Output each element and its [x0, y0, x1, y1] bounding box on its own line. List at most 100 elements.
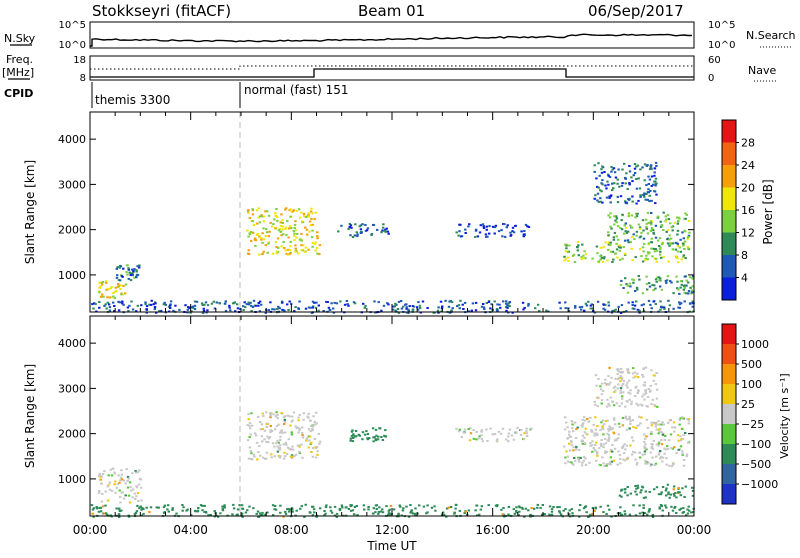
echo-pixel [303, 250, 307, 253]
echo-pixel [666, 214, 670, 217]
echo-pixel [506, 306, 509, 309]
echo-pixel [276, 308, 279, 310]
echo-pixel [104, 512, 108, 515]
echo-pixel [679, 439, 683, 442]
colorbar-tick-label: 16 [741, 204, 755, 217]
echo-pixel [654, 405, 657, 408]
echo-pixel [493, 433, 497, 435]
echo-pixel [634, 256, 637, 259]
echo-pixel [664, 448, 667, 451]
echo-pixel [145, 311, 148, 314]
echo-pixel [659, 308, 662, 311]
echo-pixel [635, 178, 638, 180]
echo-pixel [118, 266, 121, 269]
echo-pixel [475, 228, 478, 231]
echo-pixel [101, 283, 104, 286]
echo-pixel [286, 414, 289, 417]
echo-pixel [641, 404, 644, 407]
echo-pixel [600, 168, 603, 171]
echo-pixel [129, 279, 133, 282]
echo-pixel [381, 439, 385, 441]
echo-pixel [616, 201, 620, 204]
echo-pixel [259, 421, 262, 423]
echo-pixel [643, 195, 646, 198]
echo-pixel [495, 505, 499, 508]
echo-pixel [680, 438, 683, 441]
echo-pixel [349, 234, 352, 237]
echo-pixel [636, 461, 639, 464]
echo-pixel [468, 439, 472, 442]
echo-pixel [232, 503, 235, 506]
echo-pixel [105, 280, 108, 283]
echo-pixel [655, 372, 658, 374]
echo-pixel [682, 434, 685, 437]
echo-pixel [384, 228, 387, 231]
echo-pixel [597, 186, 600, 189]
echo-pixel [333, 505, 337, 508]
echo-pixel [193, 300, 197, 303]
echo-pixel [127, 309, 130, 312]
echo-pixel [624, 459, 627, 462]
echo-pixel [568, 433, 571, 436]
echo-pixel [259, 215, 262, 218]
echo-pixel [677, 487, 680, 489]
echo-pixel [638, 451, 641, 454]
echo-pixel [314, 306, 318, 309]
echo-pixel [266, 251, 269, 254]
echo-pixel [627, 379, 631, 382]
echo-pixel [636, 424, 639, 427]
echo-pixel [575, 428, 578, 431]
echo-pixel [638, 456, 642, 459]
echo-pixel [638, 236, 642, 239]
echo-pixel [397, 311, 401, 314]
echo-pixel [464, 428, 467, 431]
echo-pixel [128, 501, 132, 504]
echo-pixel [364, 304, 367, 307]
echo-pixel [669, 493, 672, 496]
echo-pixel [266, 210, 269, 213]
echo-pixel [628, 417, 631, 420]
echo-pixel [610, 515, 613, 518]
echo-pixel [506, 304, 509, 307]
echo-pixel [248, 422, 252, 425]
echo-pixel [619, 367, 623, 370]
echo-pixel [654, 177, 658, 180]
echo-pixel [103, 304, 106, 307]
echo-pixel [665, 487, 668, 490]
echo-pixel [304, 307, 308, 310]
echo-pixel [310, 425, 313, 427]
echo-pixel [281, 300, 284, 303]
echo-pixel [267, 214, 271, 217]
echo-pixel [522, 235, 525, 238]
echo-pixel [121, 491, 124, 494]
echo-pixel [178, 308, 181, 311]
echo-pixel [391, 308, 395, 311]
echo-pixel [155, 506, 158, 509]
echo-pixel [120, 275, 124, 278]
echo-pixel [273, 308, 276, 311]
echo-pixel [497, 230, 501, 233]
echo-pixel [657, 423, 661, 426]
echo-pixel [643, 192, 646, 195]
echo-pixel [495, 440, 499, 443]
echo-pixel [264, 311, 267, 314]
echo-pixel [462, 431, 465, 434]
echo-pixel [570, 508, 574, 511]
echo-pixel [510, 234, 513, 237]
echo-pixel [600, 439, 603, 441]
echo-pixel [351, 429, 354, 432]
echo-pixel [138, 266, 141, 269]
echo-pixel [122, 303, 125, 306]
echo-pixel [329, 506, 332, 509]
freq-tick-bottom: 8 [80, 73, 86, 84]
echo-pixel [505, 309, 508, 312]
echo-pixel [672, 307, 675, 310]
echo-pixel [638, 311, 641, 314]
echo-pixel [617, 305, 620, 308]
echo-pixel [168, 304, 172, 307]
echo-pixel [493, 232, 496, 235]
echo-pixel [115, 507, 118, 510]
echo-pixel [307, 412, 310, 415]
echo-pixel [316, 231, 319, 234]
echo-pixel [605, 513, 608, 515]
